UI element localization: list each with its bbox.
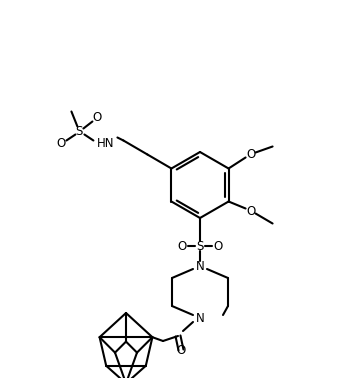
Text: HN: HN: [97, 137, 114, 150]
Text: O: O: [246, 148, 255, 161]
Text: O: O: [93, 111, 102, 124]
Text: N: N: [196, 311, 204, 324]
Text: O: O: [176, 344, 186, 356]
Text: N: N: [196, 260, 204, 273]
Text: O: O: [57, 137, 66, 150]
Text: O: O: [246, 205, 255, 218]
Text: S: S: [196, 240, 204, 253]
Text: O: O: [213, 240, 223, 253]
Text: S: S: [76, 125, 83, 138]
Text: O: O: [177, 240, 187, 253]
